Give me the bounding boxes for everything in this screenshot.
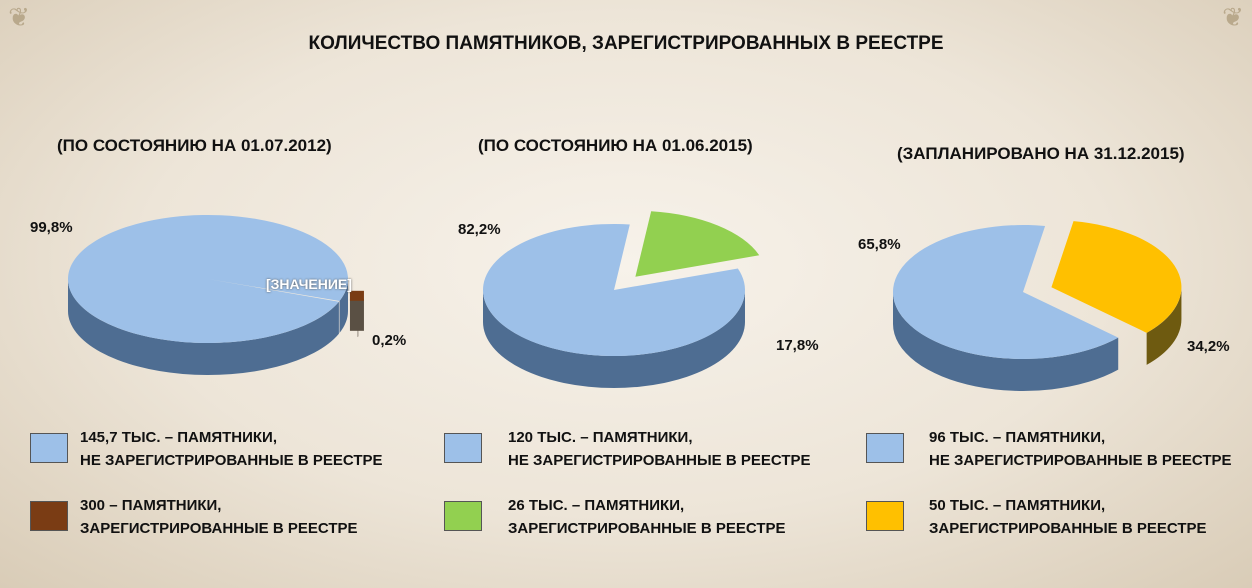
legend-line: ЗАРЕГИСТРИРОВАННЫЕ В РЕЕСТРЕ xyxy=(929,520,1207,537)
corner-ornament-right-icon: ❦ xyxy=(1222,2,1244,32)
chart-2-label-unregistered: 82,2% xyxy=(458,221,501,238)
chart-3-slice-registered-side xyxy=(1146,287,1182,365)
legend-line: НЕ ЗАРЕГИСТРИРОВАННЫЕ В РЕЕСТРЕ xyxy=(929,452,1232,469)
legend-line: 50 ТЫС. – ПАМЯТНИКИ, xyxy=(929,497,1106,514)
chart-2-legend-item-registered: 26 ТЫС. – ПАМЯТНИКИ, ЗАРЕГИСТРИРОВАННЫЕ … xyxy=(508,494,786,540)
legend-line: 26 ТЫС. – ПАМЯТНИКИ, xyxy=(508,497,685,514)
chart-3-slice-unregistered-side xyxy=(893,292,1119,391)
chart-3-subtitle: (ЗАПЛАНИРОВАНО НА 31.12.2015) xyxy=(897,144,1185,163)
legend-line: 300 – ПАМЯТНИКИ, xyxy=(80,497,222,514)
chart-1-legend-swatch-registered xyxy=(30,501,68,531)
chart-3-legend-swatch-registered xyxy=(866,501,904,531)
chart-2-subtitle: (ПО СОСТОЯНИЮ НА 01.06.2015) xyxy=(478,136,753,155)
legend-line: НЕ ЗАРЕГИСТРИРОВАННЫЕ В РЕЕСТРЕ xyxy=(508,452,811,469)
chart-3-legend-item-registered: 50 ТЫС. – ПАМЯТНИКИ, ЗАРЕГИСТРИРОВАННЫЕ … xyxy=(929,494,1207,540)
legend-line: 145,7 ТЫС. – ПАМЯТНИКИ, xyxy=(80,429,277,446)
page-title: КОЛИЧЕСТВО ПАМЯТНИКОВ, ЗАРЕГИСТРИРОВАННЫ… xyxy=(308,33,944,54)
chart-1-label-registered: 0,2% xyxy=(372,332,407,349)
chart-3-legend-swatch-unregistered xyxy=(866,433,904,463)
chart-2-slice-unregistered-side xyxy=(483,290,745,388)
chart-2-slice-registered xyxy=(635,211,760,277)
chart-1-legend-swatch-unregistered xyxy=(30,433,68,463)
chart-3-label-registered: 34,2% xyxy=(1187,338,1230,355)
chart-2-legend-swatch-unregistered xyxy=(444,433,482,463)
chart-2-slice-unregistered xyxy=(483,223,745,356)
chart-1-slice-registered-wall xyxy=(349,298,364,331)
chart-2-legend-swatch-registered xyxy=(444,501,482,531)
chart-1-slice-registered xyxy=(349,290,364,301)
chart-1-subtitle: (ПО СОСТОЯНИЮ НА 01.07.2012) xyxy=(57,136,332,155)
chart-1-label-unregistered: 99,8% xyxy=(30,219,73,236)
chart-2-label-registered: 17,8% xyxy=(776,337,819,354)
chart-1-value-placeholder: [ЗНАЧЕНИЕ] xyxy=(266,276,352,292)
legend-line: ЗАРЕГИСТРИРОВАННЫЕ В РЕЕСТРЕ xyxy=(508,520,786,537)
chart-1-slice-unregistered-side xyxy=(68,279,339,375)
legend-line: 120 ТЫС. – ПАМЯТНИКИ, xyxy=(508,429,693,446)
chart-1-legend-item-registered: 300 – ПАМЯТНИКИ, ЗАРЕГИСТРИРОВАННЫЕ В РЕ… xyxy=(80,494,358,540)
chart-3-label-unregistered: 65,8% xyxy=(858,236,901,253)
chart-3-slice-unregistered xyxy=(893,224,1119,359)
chart-1-slice-unregistered-side xyxy=(339,279,348,333)
legend-line: 96 ТЫС. – ПАМЯТНИКИ, xyxy=(929,429,1106,446)
chart-3-slice-registered xyxy=(1051,221,1182,333)
chart-1-legend-item-unregistered: 145,7 ТЫС. – ПАМЯТНИКИ, НЕ ЗАРЕГИСТРИРОВ… xyxy=(80,426,383,472)
corner-ornament-left-icon: ❦ xyxy=(8,2,30,32)
chart-2-legend-item-unregistered: 120 ТЫС. – ПАМЯТНИКИ, НЕ ЗАРЕГИСТРИРОВАН… xyxy=(508,426,811,472)
chart-1-slice-unregistered xyxy=(67,215,348,344)
legend-line: НЕ ЗАРЕГИСТРИРОВАННЫЕ В РЕЕСТРЕ xyxy=(80,452,383,469)
chart-3-legend-item-unregistered: 96 ТЫС. – ПАМЯТНИКИ, НЕ ЗАРЕГИСТРИРОВАНН… xyxy=(929,426,1232,472)
legend-line: ЗАРЕГИСТРИРОВАННЫЕ В РЕЕСТРЕ xyxy=(80,520,358,537)
